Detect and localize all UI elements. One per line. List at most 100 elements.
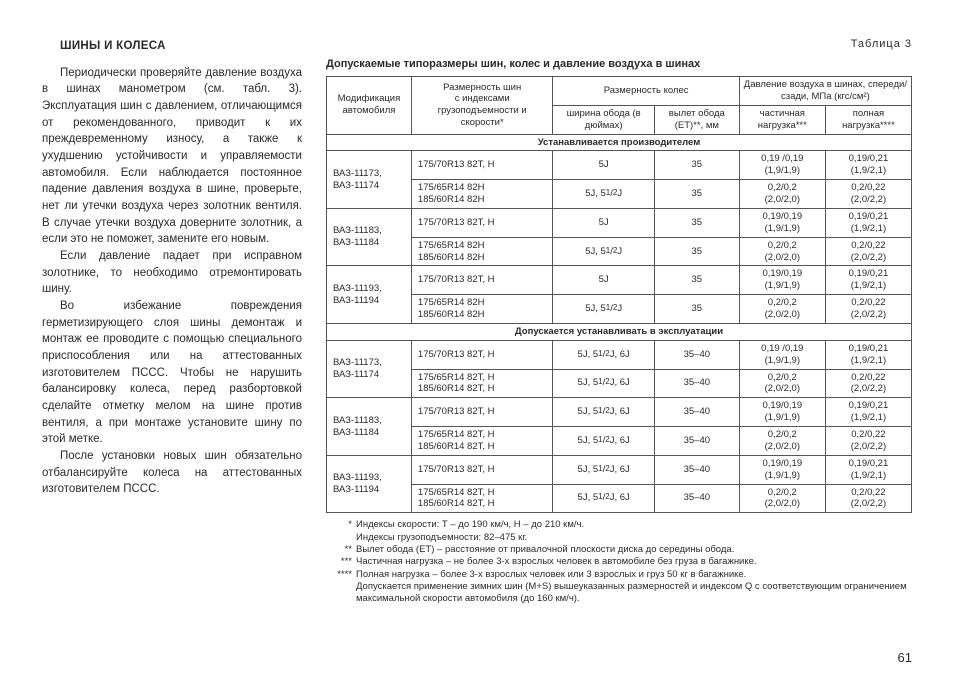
- cell-width: 5J, 51/2J, 6J: [553, 455, 654, 484]
- th-offset: вылет обода (ЕТ)**, мм: [654, 105, 739, 134]
- th-wheel: Размерность колес: [553, 77, 739, 106]
- cell-width: 5J, 51/2J, 6J: [553, 340, 654, 369]
- cell-full: 0,19/0,21(1,9/2,1): [825, 208, 911, 237]
- cell-model: ВАЗ-11183,ВАЗ-11184: [327, 398, 412, 456]
- cell-width: 5J, 51/2J: [553, 295, 654, 324]
- cell-tire: 175/65R14 82T, H185/60R14 82T, H: [411, 427, 553, 456]
- table-row: ВАЗ-11193,ВАЗ-11194175/70R13 82T, H5J, 5…: [327, 455, 912, 484]
- th-tire: Размерность шинс индексами грузоподъемно…: [411, 77, 553, 135]
- cell-offset: 35–40: [654, 427, 739, 456]
- cell-full: 0,19/0,21(1,9/2,1): [825, 151, 911, 180]
- table-row: 175/65R14 82T, H185/60R14 82T, H5J, 51/2…: [327, 427, 912, 456]
- cell-full: 0,2/0,22(2,0/2,2): [825, 427, 911, 456]
- table-body: Устанавливается производителемВАЗ-11173,…: [327, 134, 912, 513]
- cell-tire: 175/65R14 82T, H185/60R14 82T, H: [411, 484, 553, 513]
- cell-tire: 175/65R14 82H185/60R14 82H: [411, 237, 553, 266]
- cell-width: 5J, 51/2J, 6J: [553, 369, 654, 398]
- table-row: 175/65R14 82T, H185/60R14 82T, H5J, 51/2…: [327, 484, 912, 513]
- cell-offset: 35: [654, 237, 739, 266]
- table-row: 175/65R14 82H185/60R14 82H5J, 51/2J350,2…: [327, 180, 912, 209]
- page-number: 61: [898, 650, 912, 665]
- cell-full: 0,19/0,21(1,9/2,1): [825, 266, 911, 295]
- cell-full: 0,2/0,22(2,0/2,2): [825, 180, 911, 209]
- cell-tire: 175/70R13 82T, H: [411, 266, 553, 295]
- table-row: ВАЗ-11183,ВАЗ-11184175/70R13 82T, H5J350…: [327, 208, 912, 237]
- fn-text: Индексы скорости: Т – до 190 км/ч, Н – д…: [356, 519, 912, 544]
- cell-partial: 0,19 /0,19(1,9/1,9): [739, 151, 825, 180]
- th-model: Модификацияавтомобиля: [327, 77, 412, 135]
- table-head: Модификацияавтомобиля Размерность шинс и…: [327, 77, 912, 135]
- cell-tire: 175/70R13 82T, H: [411, 340, 553, 369]
- cell-partial: 0,2/0,2(2,0/2,0): [739, 180, 825, 209]
- th-partial: частичная нагрузка***: [739, 105, 825, 134]
- cell-model: ВАЗ-11193,ВАЗ-11194: [327, 455, 412, 513]
- cell-partial: 0,2/0,2(2,0/2,0): [739, 237, 825, 266]
- cell-width: 5J, 51/2J: [553, 237, 654, 266]
- cell-width: 5J, 51/2J, 6J: [553, 484, 654, 513]
- tire-table: Модификацияавтомобиля Размерность шинс и…: [326, 76, 912, 513]
- cell-partial: 0,2/0,2(2,0/2,0): [739, 369, 825, 398]
- cell-offset: 35–40: [654, 398, 739, 427]
- cell-offset: 35–40: [654, 340, 739, 369]
- cell-model: ВАЗ-11173,ВАЗ-11174: [327, 151, 412, 209]
- cell-offset: 35: [654, 295, 739, 324]
- right-column: Таблица 3 Допускаемые типоразмеры шин, к…: [326, 38, 912, 628]
- cell-tire: 175/70R13 82T, H: [411, 208, 553, 237]
- cell-offset: 35–40: [654, 484, 739, 513]
- table-row: ВАЗ-11173,ВАЗ-11174175/70R13 82T, H5J350…: [327, 151, 912, 180]
- table-row: 175/65R14 82H185/60R14 82H5J, 51/2J350,2…: [327, 237, 912, 266]
- fn-text: Вылет обода (ЕТ) – расстояние от привало…: [356, 544, 912, 556]
- cell-model: ВАЗ-11193,ВАЗ-11194: [327, 266, 412, 324]
- table-row: ВАЗ-11173,ВАЗ-11174175/70R13 82T, H5J, 5…: [327, 340, 912, 369]
- cell-partial: 0,19/0,19(1,9/1,9): [739, 208, 825, 237]
- left-column: ШИНЫ И КОЛЕСА Периодически проверяйте да…: [42, 38, 302, 628]
- cell-full: 0,19/0,21(1,9/2,1): [825, 398, 911, 427]
- cell-partial: 0,2/0,2(2,0/2,0): [739, 295, 825, 324]
- page-body: ШИНЫ И КОЛЕСА Периодически проверяйте да…: [42, 38, 912, 628]
- cell-width: 5J: [553, 208, 654, 237]
- cell-partial: 0,2/0,2(2,0/2,0): [739, 484, 825, 513]
- table-row: ВАЗ-11183,ВАЗ-11184175/70R13 82T, H5J, 5…: [327, 398, 912, 427]
- cell-full: 0,19/0,21(1,9/2,1): [825, 455, 911, 484]
- fn-mark: **: [326, 544, 356, 556]
- cell-full: 0,19/0,21(1,9/2,1): [825, 340, 911, 369]
- cell-width: 5J: [553, 266, 654, 295]
- paragraph: Если давление падает при исправном золот…: [42, 248, 302, 298]
- cell-tire: 175/65R14 82T, H185/60R14 82T, H: [411, 369, 553, 398]
- cell-width: 5J, 51/2J: [553, 180, 654, 209]
- cell-width: 5J: [553, 151, 654, 180]
- cell-full: 0,2/0,22(2,0/2,2): [825, 295, 911, 324]
- cell-full: 0,2/0,22(2,0/2,2): [825, 484, 911, 513]
- cell-tire: 175/65R14 82H185/60R14 82H: [411, 180, 553, 209]
- cell-model: ВАЗ-11183,ВАЗ-11184: [327, 208, 412, 266]
- cell-tire: 175/70R13 82T, H: [411, 151, 553, 180]
- cell-partial: 0,19 /0,19(1,9/1,9): [739, 340, 825, 369]
- cell-partial: 0,19/0,19(1,9/1,9): [739, 398, 825, 427]
- cell-offset: 35: [654, 180, 739, 209]
- cell-partial: 0,19/0,19(1,9/1,9): [739, 455, 825, 484]
- fn-text: Частичная нагрузка – не более 3-х взросл…: [356, 556, 912, 568]
- paragraph: После установки новых шин обязательно от…: [42, 448, 302, 498]
- cell-model: ВАЗ-11173,ВАЗ-11174: [327, 340, 412, 398]
- th-full: полная нагрузка****: [825, 105, 911, 134]
- cell-width: 5J, 51/2J, 6J: [553, 398, 654, 427]
- cell-tire: 175/70R13 82T, H: [411, 398, 553, 427]
- table-row: ВАЗ-11193,ВАЗ-11194175/70R13 82T, H5J350…: [327, 266, 912, 295]
- cell-width: 5J, 51/2J, 6J: [553, 427, 654, 456]
- cell-tire: 175/65R14 82H185/60R14 82H: [411, 295, 553, 324]
- cell-offset: 35–40: [654, 455, 739, 484]
- cell-offset: 35–40: [654, 369, 739, 398]
- th-width: ширина обода (в дюймах): [553, 105, 654, 134]
- paragraph: Во избежание повреждения герметизирующег…: [42, 298, 302, 448]
- cell-full: 0,2/0,22(2,0/2,2): [825, 369, 911, 398]
- th-pressure: Давление воздуха в шинах, спереди/сзади,…: [739, 77, 911, 106]
- section-header: Допускается устанавливать в эксплуатации: [327, 323, 912, 340]
- fn-mark: *: [326, 519, 356, 544]
- table-label: Таблица 3: [326, 38, 912, 50]
- cell-partial: 0,2/0,2(2,0/2,0): [739, 427, 825, 456]
- section-header: Устанавливается производителем: [327, 134, 912, 151]
- cell-offset: 35: [654, 266, 739, 295]
- cell-offset: 35: [654, 208, 739, 237]
- cell-partial: 0,19/0,19(1,9/1,9): [739, 266, 825, 295]
- footnotes: *Индексы скорости: Т – до 190 км/ч, Н – …: [326, 519, 912, 605]
